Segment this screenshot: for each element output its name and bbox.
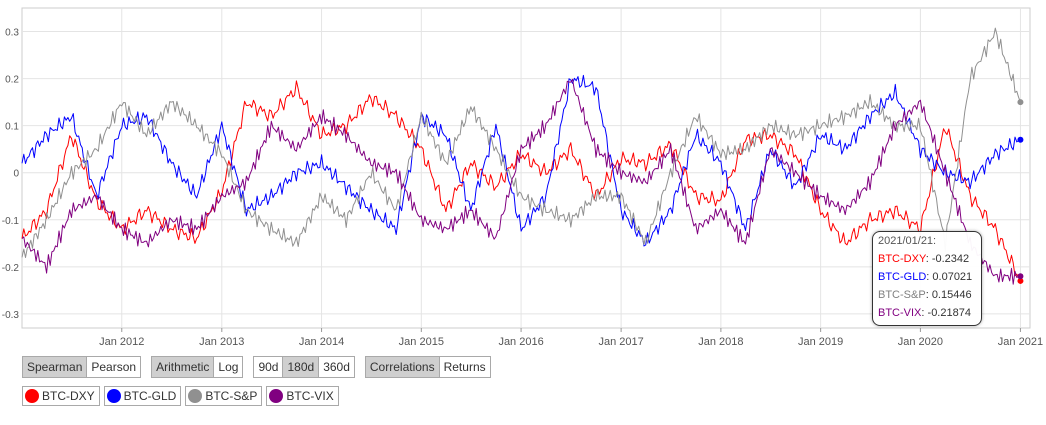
legend-item-btc-dxy[interactable]: BTC-DXY [22, 386, 100, 406]
scale-toggle: Arithmetic Log [151, 356, 244, 378]
legend-label: BTC-S&P [205, 389, 258, 403]
window-180d-button[interactable]: 180d [283, 357, 320, 377]
x-tick-label: Jan 2017 [598, 336, 643, 348]
x-tick-label: Jan 2012 [99, 336, 144, 348]
legend-swatch-icon [25, 389, 39, 403]
y-tick-label: 0 [13, 169, 19, 180]
x-tick-label: Jan 2015 [399, 336, 444, 348]
y-tick-label: -0.1 [2, 216, 20, 227]
series-line-btc-vix [21, 78, 1021, 285]
legend-item-btc-gld[interactable]: BTC-GLD [103, 386, 182, 406]
legend-item-btc-vix[interactable]: BTC-VIX [266, 386, 339, 406]
legend-item-btc-sp[interactable]: BTC-S&P [185, 386, 263, 406]
x-tick-label: Jan 2013 [199, 336, 244, 348]
tooltip-series-name: BTC-S&P [878, 289, 926, 301]
window-360d-button[interactable]: 360d [319, 357, 354, 377]
tooltip-series-value: 0.07021 [932, 271, 973, 283]
log-button[interactable]: Log [214, 357, 243, 377]
x-tick-label: Jan 2021 [998, 336, 1043, 348]
chart-legend: BTC-DXY BTC-GLD BTC-S&P BTC-VIX [22, 386, 339, 406]
correlations-button[interactable]: Correlations [365, 357, 440, 377]
tooltip-row-dxy: BTC-DXY: -0.2342 [878, 253, 970, 265]
chart-controls: Spearman Pearson Arithmetic Log 90d 180d… [22, 356, 491, 378]
legend-label: BTC-GLD [123, 389, 177, 403]
legend-swatch-icon [269, 389, 284, 403]
window-90d-button[interactable]: 90d [254, 357, 284, 377]
x-tick-label: Jan 2016 [498, 336, 543, 348]
y-tick-label: -0.3 [2, 310, 20, 321]
legend-swatch-icon [106, 389, 121, 403]
chart-tooltip: 2021/01/21: BTC-DXY: -0.2342 BTC-GLD: 0.… [872, 231, 982, 326]
series-line-btc-s-p [21, 27, 1021, 258]
tooltip-series-value: 0.15446 [931, 289, 972, 301]
series-line-btc-dxy [21, 80, 1021, 282]
x-tick-label: Jan 2018 [698, 336, 743, 348]
y-tick-label: 0.2 [5, 75, 19, 86]
pearson-button[interactable]: Pearson [87, 357, 141, 377]
spearman-button[interactable]: Spearman [23, 357, 88, 377]
mode-toggle: Correlations Returns [364, 356, 491, 378]
tooltip-series-name: BTC-VIX [878, 307, 922, 319]
series-end-marker [1017, 136, 1024, 143]
correlation-chart: 0.3 0.2 0.1 0 -0.1 -0.2 -0.3 Jan 2012 Jan 2013 Ja… [2, 7, 1043, 348]
plot-area-border [21, 7, 1031, 329]
method-toggle: Spearman Pearson [22, 356, 142, 378]
series-end-marker [1017, 273, 1024, 280]
tooltip-row-gld: BTC-GLD: 0.07021 [878, 271, 973, 283]
x-tick-label: Jan 2014 [299, 336, 344, 348]
tooltip-series-name: BTC-DXY [878, 253, 926, 265]
series-end-marker [1017, 99, 1024, 106]
series-end-marker [1017, 277, 1024, 284]
legend-swatch-icon [188, 389, 203, 403]
legend-label: BTC-VIX [286, 389, 334, 403]
series-line-btc-gld [21, 74, 1021, 247]
y-tick-label: 0.1 [5, 122, 19, 133]
window-toggle: 90d 180d 360d [253, 356, 355, 378]
arithmetic-button[interactable]: Arithmetic [152, 357, 215, 377]
y-tick-label: 0.3 [5, 28, 19, 39]
tooltip-row-sp: BTC-S&P: 0.15446 [878, 289, 972, 301]
tooltip-series-value: -0.2342 [931, 253, 970, 265]
tooltip-date: 2021/01/21: [878, 235, 937, 247]
tooltip-series-value: -0.21874 [927, 307, 971, 319]
y-tick-label: -0.2 [2, 263, 20, 274]
tooltip-row-vix: BTC-VIX: -0.21874 [878, 307, 971, 319]
x-tick-label: Jan 2020 [898, 336, 943, 348]
x-tick-label: Jan 2019 [798, 336, 843, 348]
legend-label: BTC-DXY [42, 389, 95, 403]
returns-button[interactable]: Returns [439, 357, 490, 377]
tooltip-series-name: BTC-GLD [878, 271, 927, 283]
